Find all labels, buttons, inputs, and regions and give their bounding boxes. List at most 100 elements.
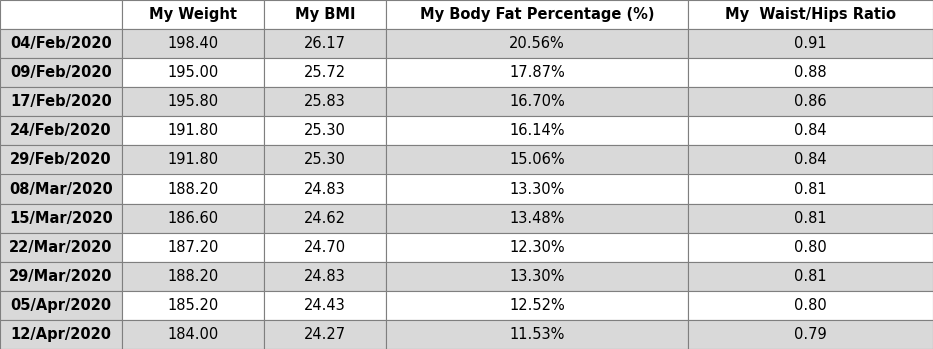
Text: 26.17: 26.17 <box>304 36 346 51</box>
Bar <box>122 320 264 349</box>
Bar <box>386 58 688 87</box>
Text: 0.88: 0.88 <box>794 65 827 80</box>
Text: 24.27: 24.27 <box>304 327 346 342</box>
Text: 12.30%: 12.30% <box>509 240 564 255</box>
Bar <box>264 58 386 87</box>
Bar <box>264 146 386 174</box>
Bar <box>122 174 264 203</box>
Text: 24/Feb/2020: 24/Feb/2020 <box>10 124 112 138</box>
Text: 05/Apr/2020: 05/Apr/2020 <box>10 298 112 313</box>
Bar <box>386 0 688 29</box>
Text: 13.30%: 13.30% <box>509 181 564 196</box>
Text: 08/Mar/2020: 08/Mar/2020 <box>9 181 113 196</box>
Text: 20.56%: 20.56% <box>509 36 564 51</box>
Bar <box>264 233 386 262</box>
Bar <box>122 233 264 262</box>
Bar <box>0 291 122 320</box>
Text: 12/Apr/2020: 12/Apr/2020 <box>10 327 112 342</box>
Bar <box>0 0 122 29</box>
Bar <box>264 29 386 58</box>
Text: 0.86: 0.86 <box>794 94 827 109</box>
Text: 24.83: 24.83 <box>304 181 346 196</box>
Text: 191.80: 191.80 <box>168 124 218 138</box>
Bar <box>264 0 386 29</box>
Text: 195.00: 195.00 <box>168 65 218 80</box>
Text: 0.81: 0.81 <box>794 181 827 196</box>
Bar <box>122 291 264 320</box>
Bar <box>264 291 386 320</box>
Text: My  Waist/Hips Ratio: My Waist/Hips Ratio <box>725 7 896 22</box>
Text: 25.30: 25.30 <box>304 124 346 138</box>
Text: 0.81: 0.81 <box>794 269 827 284</box>
Bar <box>0 29 122 58</box>
Text: 24.83: 24.83 <box>304 269 346 284</box>
Bar <box>264 320 386 349</box>
Bar <box>122 87 264 116</box>
Bar <box>688 29 933 58</box>
Bar <box>122 29 264 58</box>
Text: 195.80: 195.80 <box>168 94 218 109</box>
Bar <box>386 87 688 116</box>
Bar <box>386 233 688 262</box>
Text: 0.84: 0.84 <box>794 124 827 138</box>
Text: 15.06%: 15.06% <box>509 153 564 168</box>
Bar <box>0 87 122 116</box>
Bar <box>264 116 386 146</box>
Bar <box>0 58 122 87</box>
Bar <box>386 29 688 58</box>
Bar <box>122 0 264 29</box>
Bar <box>688 233 933 262</box>
Bar <box>688 146 933 174</box>
Text: 24.70: 24.70 <box>304 240 346 255</box>
Bar <box>122 203 264 233</box>
Text: 12.52%: 12.52% <box>509 298 564 313</box>
Text: 24.62: 24.62 <box>304 211 346 225</box>
Text: 13.48%: 13.48% <box>509 211 564 225</box>
Text: 16.70%: 16.70% <box>509 94 564 109</box>
Bar <box>386 203 688 233</box>
Text: 25.72: 25.72 <box>304 65 346 80</box>
Bar <box>122 58 264 87</box>
Text: 25.83: 25.83 <box>304 94 346 109</box>
Text: 198.40: 198.40 <box>168 36 218 51</box>
Text: 13.30%: 13.30% <box>509 269 564 284</box>
Text: 15/Mar/2020: 15/Mar/2020 <box>9 211 113 225</box>
Bar <box>386 116 688 146</box>
Text: 185.20: 185.20 <box>168 298 218 313</box>
Text: 22/Mar/2020: 22/Mar/2020 <box>9 240 113 255</box>
Text: 191.80: 191.80 <box>168 153 218 168</box>
Text: 04/Feb/2020: 04/Feb/2020 <box>10 36 112 51</box>
Bar <box>122 116 264 146</box>
Bar <box>688 87 933 116</box>
Text: 188.20: 188.20 <box>168 181 218 196</box>
Bar <box>386 146 688 174</box>
Text: My Weight: My Weight <box>149 7 237 22</box>
Text: 17.87%: 17.87% <box>509 65 564 80</box>
Bar <box>688 320 933 349</box>
Bar <box>386 262 688 291</box>
Bar <box>0 320 122 349</box>
Bar <box>0 116 122 146</box>
Bar <box>688 174 933 203</box>
Bar <box>688 0 933 29</box>
Bar <box>688 291 933 320</box>
Bar <box>264 87 386 116</box>
Bar <box>386 291 688 320</box>
Text: My BMI: My BMI <box>295 7 355 22</box>
Bar <box>122 262 264 291</box>
Text: 187.20: 187.20 <box>167 240 219 255</box>
Text: 29/Feb/2020: 29/Feb/2020 <box>10 153 112 168</box>
Text: 0.81: 0.81 <box>794 211 827 225</box>
Bar <box>0 174 122 203</box>
Text: 0.84: 0.84 <box>794 153 827 168</box>
Bar <box>264 174 386 203</box>
Bar <box>688 203 933 233</box>
Text: 0.91: 0.91 <box>794 36 827 51</box>
Text: 186.60: 186.60 <box>168 211 218 225</box>
Bar <box>0 203 122 233</box>
Text: 184.00: 184.00 <box>168 327 218 342</box>
Text: 16.14%: 16.14% <box>509 124 564 138</box>
Text: 24.43: 24.43 <box>304 298 346 313</box>
Bar <box>0 233 122 262</box>
Bar <box>0 262 122 291</box>
